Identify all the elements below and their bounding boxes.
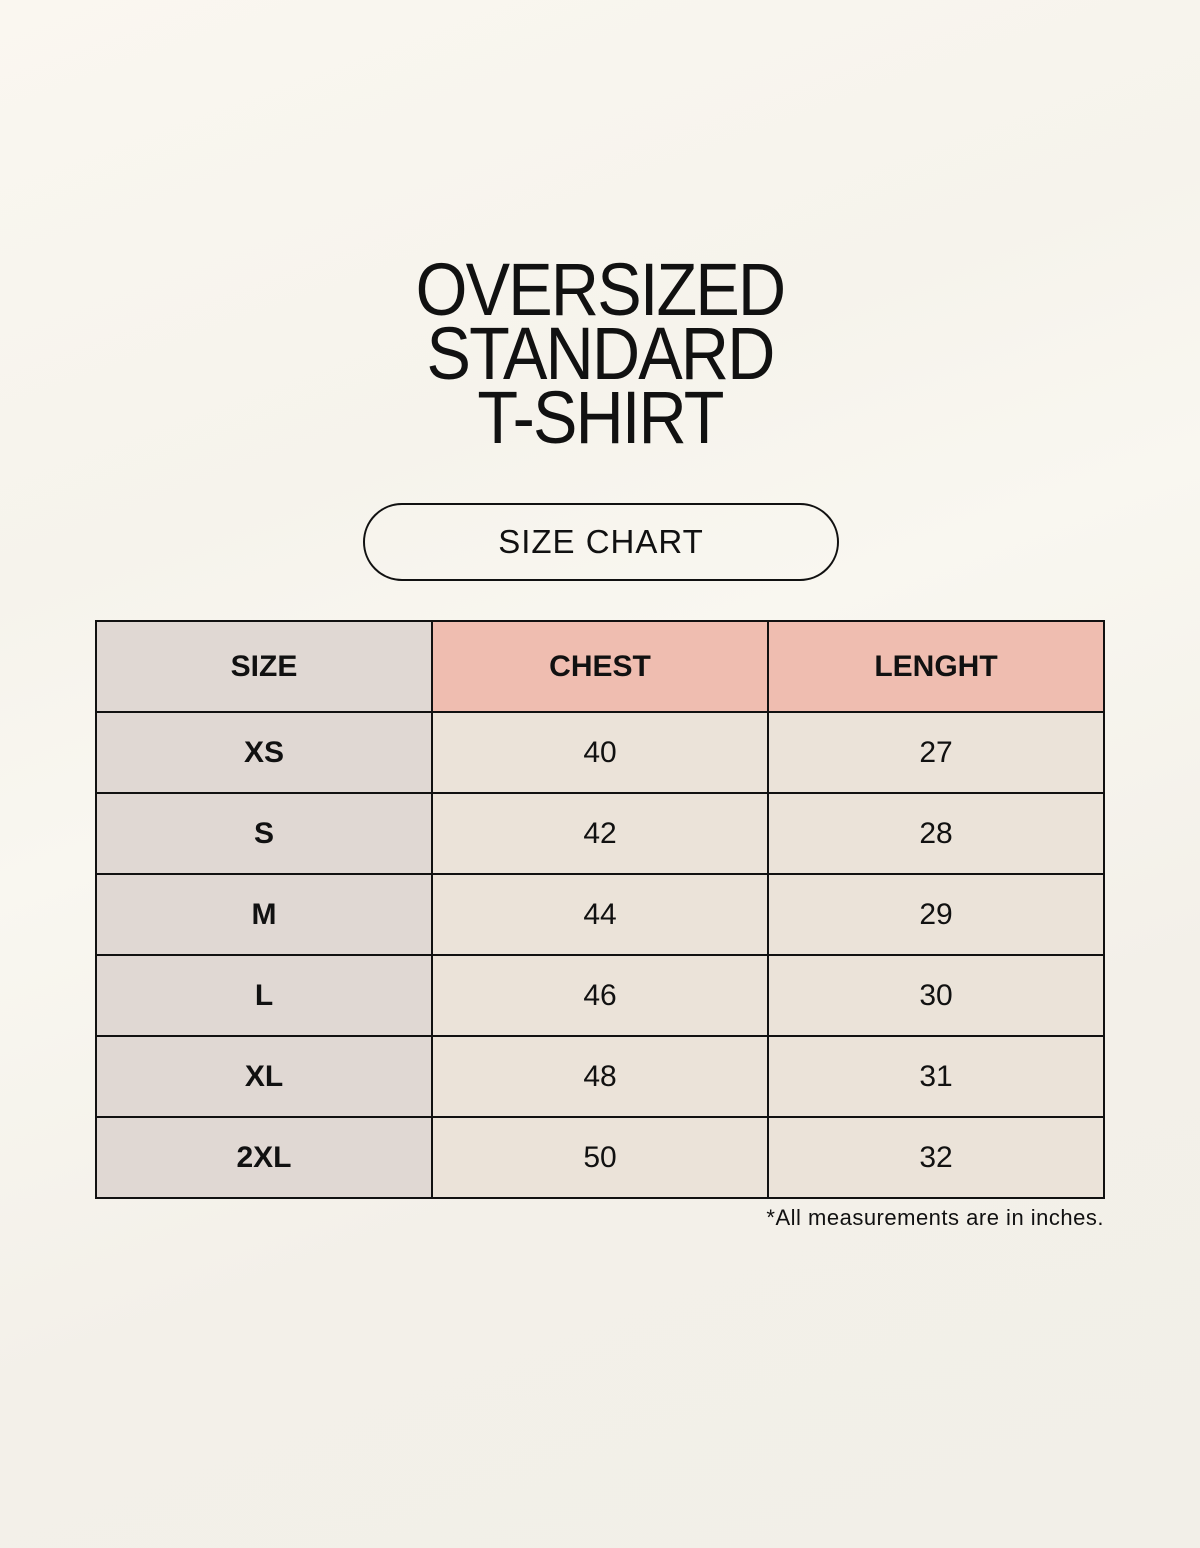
table-row: 2XL 50 32: [95, 1116, 1105, 1199]
size-chart-label: SIZE CHART: [363, 503, 839, 581]
size-cell: 2XL: [95, 1116, 433, 1199]
size-cell: XL: [95, 1035, 433, 1118]
title-line: STANDARD: [426, 312, 775, 395]
chest-cell: 42: [431, 792, 769, 875]
chest-cell: 50: [431, 1116, 769, 1199]
size-cell: L: [95, 954, 433, 1037]
page-title: OVERSIZED STANDARD T-SHIRT: [0, 248, 1200, 459]
length-cell: 31: [767, 1035, 1105, 1118]
header-size: SIZE: [95, 620, 433, 713]
chest-cell: 44: [431, 873, 769, 956]
length-cell: 30: [767, 954, 1105, 1037]
length-cell: 32: [767, 1116, 1105, 1199]
size-cell: S: [95, 792, 433, 875]
header-chest: CHEST: [431, 620, 769, 713]
size-cell: M: [95, 873, 433, 956]
length-cell: 29: [767, 873, 1105, 956]
length-cell: 28: [767, 792, 1105, 875]
title-line: OVERSIZED: [415, 248, 786, 331]
chest-cell: 48: [431, 1035, 769, 1118]
size-cell: XS: [95, 711, 433, 794]
title-line: T-SHIRT: [477, 376, 724, 459]
table-row: XL 48 31: [95, 1035, 1105, 1118]
measurement-note: *All measurements are in inches.: [766, 1205, 1104, 1230]
header-row: SIZE CHEST LENGHT: [95, 620, 1105, 713]
table-row: S 42 28: [95, 792, 1105, 875]
table-row: L 46 30: [95, 954, 1105, 1037]
table-row: XS 40 27: [95, 711, 1105, 794]
length-cell: 27: [767, 711, 1105, 794]
chest-cell: 40: [431, 711, 769, 794]
header-length: LENGHT: [767, 620, 1105, 713]
table-row: M 44 29: [95, 873, 1105, 956]
chest-cell: 46: [431, 954, 769, 1037]
size-table: SIZE CHEST LENGHT XS 40 27 S 42 28 M 44 29 L 46 30 X…: [95, 620, 1105, 1199]
